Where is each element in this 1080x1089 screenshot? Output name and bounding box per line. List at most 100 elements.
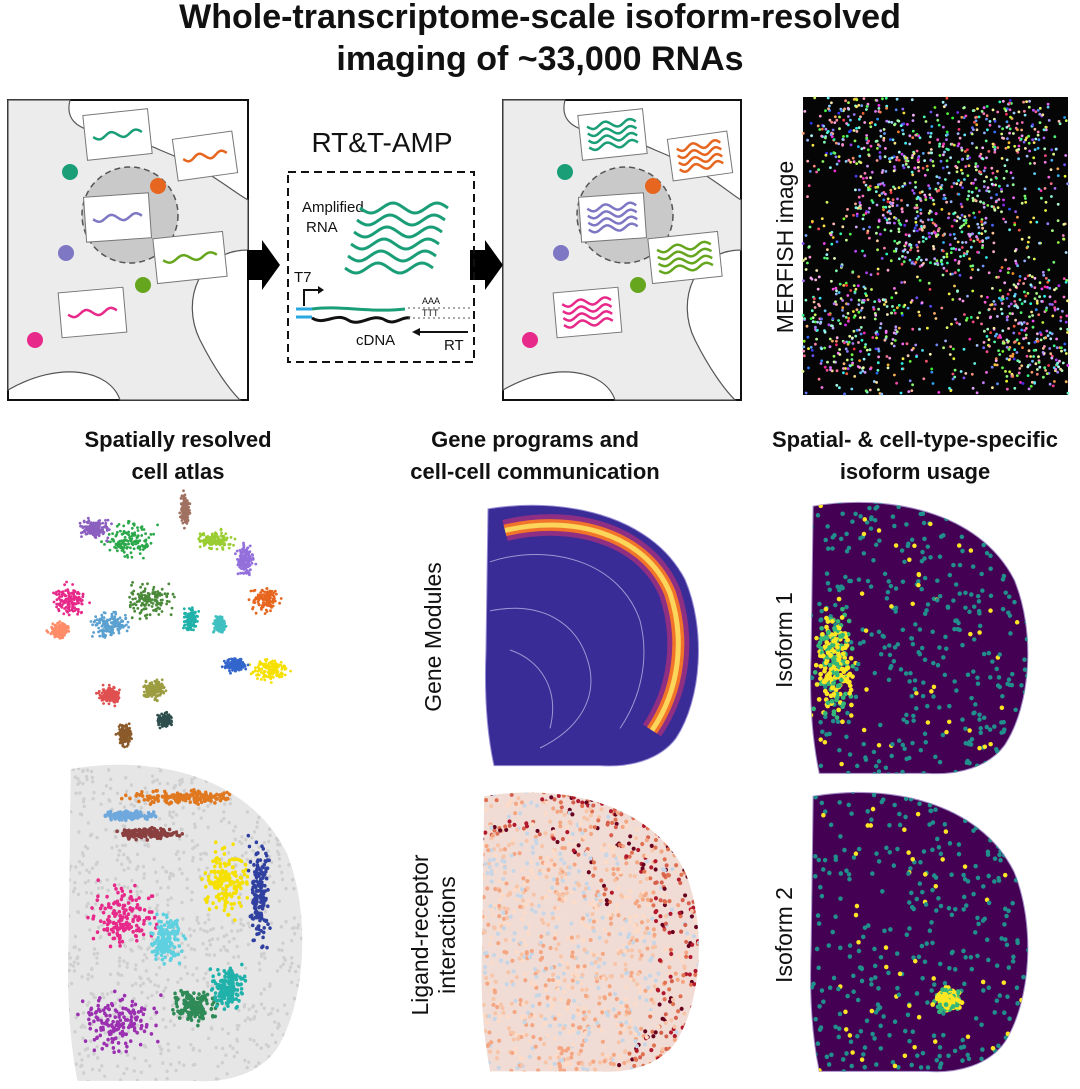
cell-point <box>240 563 244 567</box>
spot <box>919 212 923 215</box>
spot <box>858 201 862 205</box>
spot <box>949 389 953 392</box>
cell-point <box>154 607 158 611</box>
spot <box>1054 358 1058 362</box>
cell-point <box>248 563 252 567</box>
spot <box>901 107 905 111</box>
cell-point <box>246 553 250 557</box>
cell-point <box>131 597 135 601</box>
title-line: Whole-transcriptome-scale isoform-resolv… <box>179 0 901 36</box>
cell-point <box>279 925 284 929</box>
cell-point <box>97 1068 102 1072</box>
spot <box>919 208 923 212</box>
spot <box>833 121 837 124</box>
spot <box>1025 154 1029 158</box>
spot <box>900 207 904 211</box>
cell-point <box>293 931 297 936</box>
cell-point <box>220 1027 225 1031</box>
spot <box>863 345 867 349</box>
spot <box>914 185 917 189</box>
cell-point <box>145 956 149 960</box>
cell-point <box>112 685 116 689</box>
cell-point <box>119 544 123 547</box>
cell-point <box>104 698 108 702</box>
cell-point <box>263 678 267 682</box>
spot <box>957 142 961 146</box>
cell-point <box>275 849 280 854</box>
spot <box>1022 282 1025 285</box>
spot <box>859 371 862 375</box>
spot <box>1013 341 1016 344</box>
spot <box>1062 295 1066 299</box>
spot <box>998 100 1002 104</box>
cell-point <box>213 627 217 630</box>
spot <box>954 164 958 168</box>
cell-point <box>75 607 78 611</box>
spot <box>1027 236 1031 239</box>
spot <box>945 165 949 169</box>
spot <box>953 218 957 222</box>
spot <box>873 123 877 127</box>
cell-point <box>98 621 101 625</box>
cell-point <box>80 1058 84 1062</box>
cell-point <box>189 622 193 626</box>
spot <box>1038 365 1042 369</box>
spot <box>999 269 1002 273</box>
spot <box>900 311 904 315</box>
spot <box>1064 380 1068 384</box>
spot <box>999 307 1003 311</box>
spot <box>952 247 956 250</box>
spot <box>906 250 910 254</box>
spot <box>1015 338 1019 342</box>
spot <box>811 143 815 147</box>
cell-point <box>280 948 284 953</box>
spot <box>1060 346 1063 350</box>
cell-point <box>286 784 291 789</box>
cell-point <box>190 780 194 785</box>
spot <box>1017 228 1021 232</box>
spot <box>900 367 904 371</box>
spot <box>998 289 1002 292</box>
cell-point <box>266 849 270 853</box>
cell-point <box>58 625 62 629</box>
cell-point <box>178 511 182 515</box>
spot <box>838 348 841 351</box>
spot <box>905 159 908 163</box>
spot <box>877 388 880 392</box>
spot <box>898 240 901 244</box>
spot <box>869 273 873 276</box>
spot <box>1034 362 1038 366</box>
cell-point <box>130 616 134 620</box>
spot <box>861 217 865 221</box>
cell-point <box>154 972 159 977</box>
spot <box>845 214 848 218</box>
rna-card <box>552 286 623 339</box>
atlas-cells <box>68 764 303 1082</box>
spot <box>958 248 961 252</box>
cell-point <box>67 607 71 611</box>
spot <box>1027 255 1031 259</box>
cell-point <box>141 958 145 963</box>
cell-point <box>87 870 92 875</box>
spot <box>916 214 920 218</box>
rna-wave <box>350 237 440 251</box>
cell-point <box>235 1037 239 1042</box>
spot <box>1007 267 1010 271</box>
spot <box>907 234 911 238</box>
spot <box>830 279 833 283</box>
spot <box>985 335 989 338</box>
spot <box>993 307 996 311</box>
spot <box>808 225 812 229</box>
cell-point <box>205 866 209 870</box>
spot <box>952 181 956 185</box>
spot <box>888 209 891 213</box>
cell-point <box>180 900 184 905</box>
spot <box>1064 154 1068 157</box>
cell-point <box>260 594 264 598</box>
cell-point <box>168 720 171 723</box>
spot <box>987 338 991 342</box>
spot <box>927 281 931 285</box>
cell-point <box>188 771 192 776</box>
poly-t-label: TTT <box>422 308 439 318</box>
cell-point <box>222 810 226 814</box>
